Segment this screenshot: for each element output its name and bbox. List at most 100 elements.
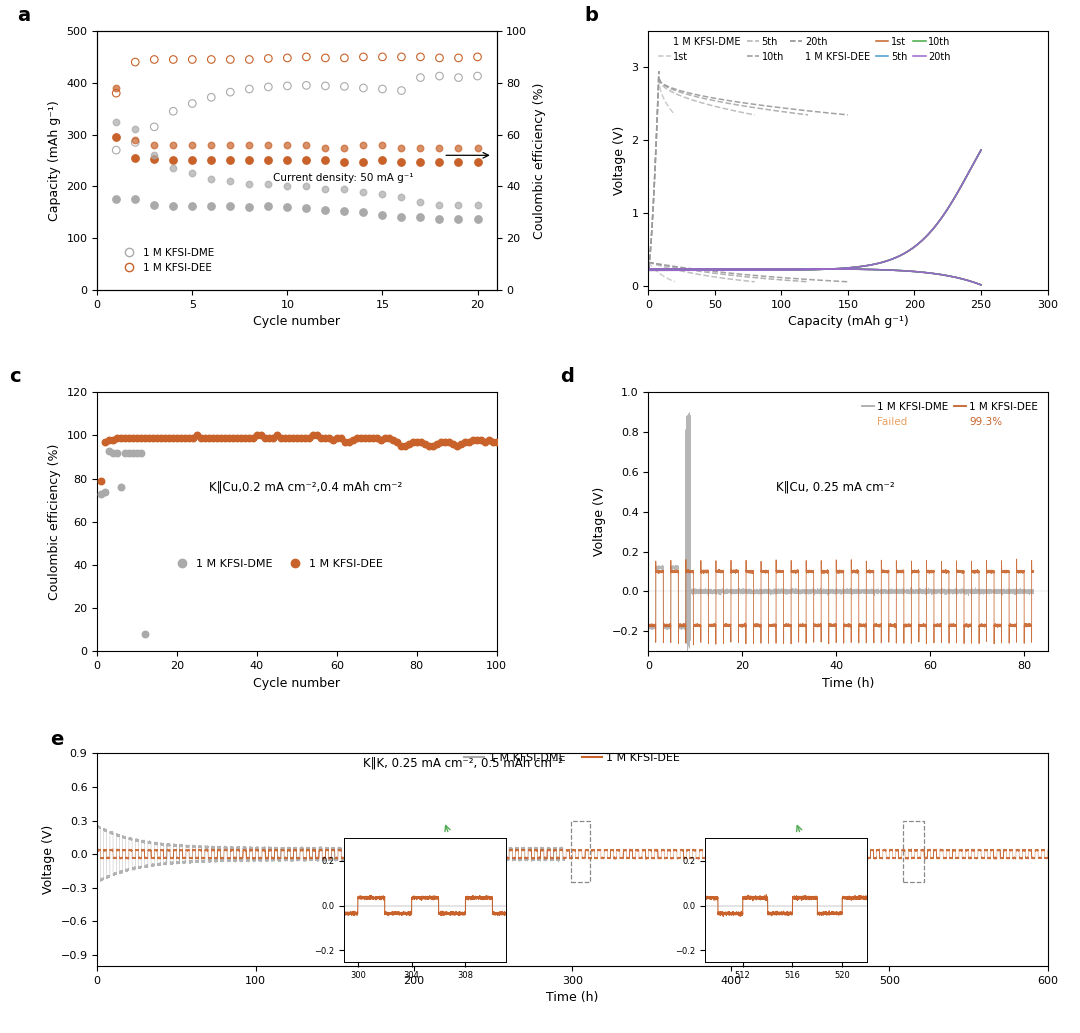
Point [316,201,334,218]
Point [374,152,391,168]
Point [374,81,391,97]
Point [220,430,238,446]
Point [356,430,374,446]
Point [108,80,125,96]
Point [164,430,181,446]
Point [208,430,226,446]
Point [393,153,410,169]
Point [126,131,144,148]
Point [469,153,486,169]
Point [431,139,448,156]
Point [164,136,181,153]
Point [354,49,372,65]
Point [259,176,276,192]
Point [279,178,296,194]
Point [112,430,130,446]
Text: a: a [17,5,30,25]
Point [121,430,138,446]
Point [484,434,501,450]
Point [336,434,353,450]
Point [436,434,454,450]
Point [105,432,122,448]
Bar [904,820,924,882]
X-axis label: Time (h): Time (h) [822,677,874,689]
Point [374,49,391,65]
Point [216,430,233,446]
Point [388,434,405,450]
Point [184,95,201,112]
Point [469,49,486,65]
Point [146,119,163,135]
Point [488,434,505,450]
Point [161,430,178,446]
X-axis label: Cycle number: Cycle number [254,677,340,689]
Point [180,430,198,446]
Point [184,152,201,168]
Point [279,198,296,215]
Point [336,153,353,169]
Point [204,430,221,446]
Point [241,136,258,153]
Point [121,444,138,461]
Point [164,152,181,168]
Point [448,438,465,455]
Point [108,191,125,208]
Point [100,432,118,448]
Point [431,211,448,227]
Point [237,430,254,446]
Point [393,188,410,205]
Point [316,152,334,168]
Point [404,434,421,450]
Legend: 1 M KFSI-DME, 1st, 5th, 10th, 20th, 1 M KFSI-DEE, 1st, 5th, 10th, 20th: 1 M KFSI-DME, 1st, 5th, 10th, 20th, 1 M … [657,36,951,63]
Point [300,430,318,446]
Point [444,436,461,452]
Point [185,430,202,446]
Point [416,436,433,452]
Point [124,444,141,461]
Legend: 1 M KFSI-DME, Failed, 1 M KFSI-DEE, 99.3%: 1 M KFSI-DME, Failed, 1 M KFSI-DEE, 99.3… [858,398,1042,431]
Point [259,152,276,168]
Point [129,444,146,461]
Point [221,173,239,189]
Point [280,430,297,446]
Point [146,151,163,167]
Point [450,153,468,169]
Point [450,196,468,213]
Point [241,430,258,446]
Point [164,160,181,177]
Point [108,85,125,101]
Point [320,430,337,446]
Point [279,50,296,66]
Point [260,430,278,446]
Point [336,50,353,66]
Point [450,69,468,86]
Point [428,436,445,452]
Point [259,79,276,95]
Point [380,430,397,446]
Point [424,438,442,455]
Point [392,438,409,455]
Point [117,430,134,446]
Point [279,136,296,153]
Point [225,430,242,446]
Text: K‖K, 0.25 mA cm⁻², 0.5 mAh cm⁻²: K‖K, 0.25 mA cm⁻², 0.5 mAh cm⁻² [363,756,563,770]
Point [411,69,429,86]
Point [411,193,429,210]
Point [108,444,125,461]
Point [476,434,494,450]
Point [469,211,486,227]
Point [117,444,134,461]
Point [284,430,301,446]
Point [259,51,276,67]
Point [108,114,125,130]
Point [244,430,261,446]
Point [468,432,485,448]
Point [184,136,201,153]
Point [221,84,239,100]
Point [203,136,220,153]
Point [393,49,410,65]
Text: K‖Cu, 0.25 mA cm⁻²: K‖Cu, 0.25 mA cm⁻² [777,480,894,494]
Y-axis label: Voltage (V): Voltage (V) [612,126,626,195]
Point [259,136,276,153]
Point [451,436,469,452]
